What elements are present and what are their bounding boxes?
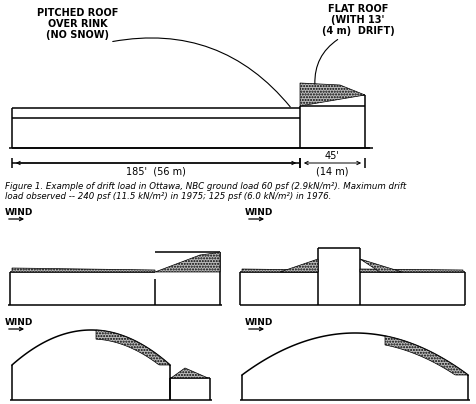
Polygon shape xyxy=(155,252,219,272)
Text: WIND: WIND xyxy=(5,318,33,327)
Text: (14 m): (14 m) xyxy=(316,166,348,176)
Text: 45': 45' xyxy=(324,151,339,161)
Text: WIND: WIND xyxy=(5,208,33,217)
Text: Figure 1. Example of drift load in Ottawa, NBC ground load 60 psf (2.9kN/m²). Ma: Figure 1. Example of drift load in Ottaw… xyxy=(5,182,406,191)
Polygon shape xyxy=(359,259,401,272)
Polygon shape xyxy=(359,269,462,272)
Polygon shape xyxy=(12,268,155,272)
Text: 185'  (56 m): 185' (56 m) xyxy=(126,166,186,176)
Text: (WITH 13': (WITH 13' xyxy=(331,15,384,25)
Text: WIND: WIND xyxy=(245,318,273,327)
Polygon shape xyxy=(170,368,208,378)
Text: load observed -- 240 psf (11.5 kN/m²) in 1975; 125 psf (6.0 kN/m²) in 1976.: load observed -- 240 psf (11.5 kN/m²) in… xyxy=(5,192,331,201)
Text: FLAT ROOF: FLAT ROOF xyxy=(327,4,387,14)
Polygon shape xyxy=(279,259,317,272)
Text: WIND: WIND xyxy=(245,208,273,217)
Text: (NO SNOW): (NO SNOW) xyxy=(46,30,109,40)
Polygon shape xyxy=(384,336,467,375)
Text: (4 m)  DRIFT): (4 m) DRIFT) xyxy=(321,26,394,36)
Text: OVER RINK: OVER RINK xyxy=(48,19,108,29)
Polygon shape xyxy=(96,330,169,365)
Polygon shape xyxy=(241,269,317,272)
Polygon shape xyxy=(299,83,364,106)
Text: PITCHED ROOF: PITCHED ROOF xyxy=(37,8,119,18)
